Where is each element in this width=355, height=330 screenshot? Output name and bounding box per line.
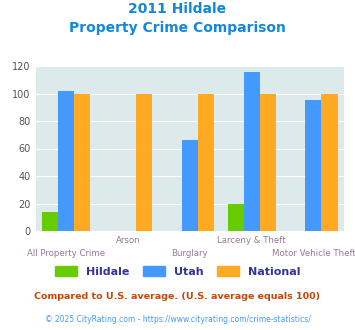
Text: All Property Crime: All Property Crime [27,249,105,258]
Bar [182,140,198,231]
Bar [228,204,244,231]
Bar [75,93,91,231]
Bar [198,93,214,231]
Bar [42,212,58,231]
Bar [58,91,75,231]
Text: Property Crime Comparison: Property Crime Comparison [69,21,286,35]
Text: Burglary: Burglary [171,249,208,258]
Bar [305,100,322,231]
Text: Arson: Arson [116,236,141,245]
Bar [260,93,276,231]
Legend: Hildale, Utah, National: Hildale, Utah, National [50,261,305,281]
Bar [136,93,152,231]
Text: © 2025 CityRating.com - https://www.cityrating.com/crime-statistics/: © 2025 CityRating.com - https://www.city… [45,315,310,324]
Bar [322,93,338,231]
Bar [244,72,260,231]
Text: Compared to U.S. average. (U.S. average equals 100): Compared to U.S. average. (U.S. average … [34,292,321,301]
Text: Motor Vehicle Theft: Motor Vehicle Theft [272,249,355,258]
Text: Larceny & Theft: Larceny & Theft [217,236,286,245]
Text: 2011 Hildale: 2011 Hildale [129,2,226,16]
